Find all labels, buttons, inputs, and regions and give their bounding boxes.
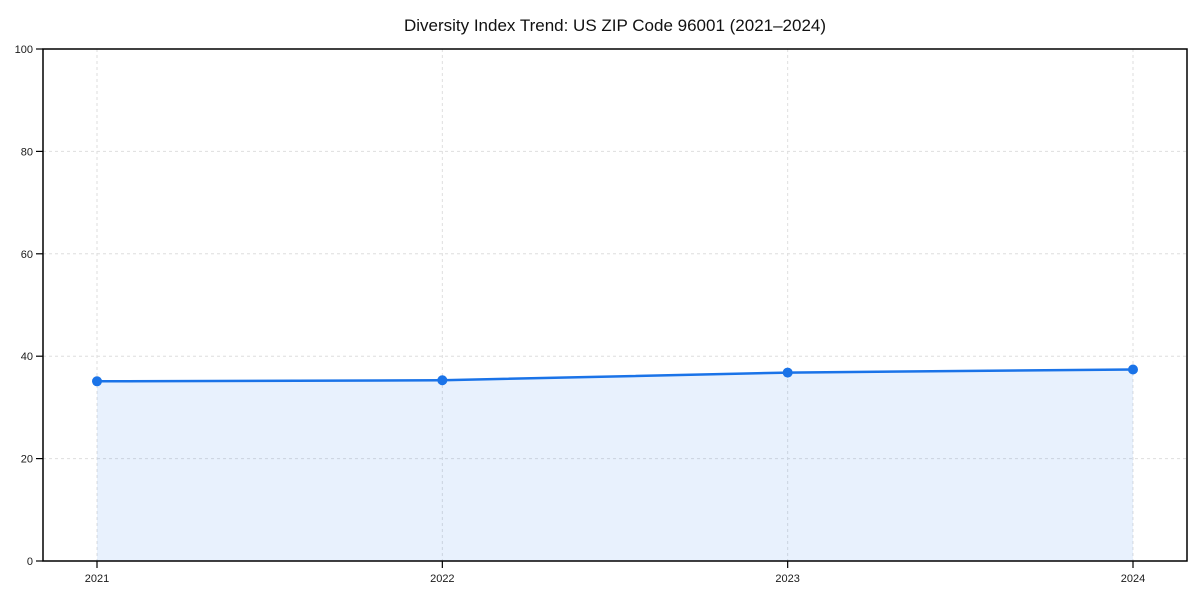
area-layer [97,369,1133,561]
label-layer: 0 20 40 60 80 100 2021 2022 2023 2024 [15,44,1146,585]
series-line [95,368,1135,383]
x-tick-label: 2024 [1121,573,1145,585]
marker-layer [92,364,1138,387]
line-layer [95,368,1135,383]
y-tick-label: 60 [21,249,33,261]
chart-title: Diversity Index Trend: US ZIP Code 96001… [404,16,826,35]
data-point-2024 [1128,364,1138,375]
data-point-2022 [437,375,448,386]
data-point-2021 [92,376,102,387]
y-tick-label: 40 [21,351,33,363]
data-point-2023 [782,367,793,378]
y-tick-label: 20 [21,454,33,466]
series-area-fill [97,369,1133,561]
x-tick-label: 2021 [85,573,109,585]
plot-spines [42,48,1188,562]
y-tick-label: 0 [27,556,33,568]
x-tick-label: 2022 [430,573,454,585]
x-tick-label: 2023 [775,573,799,585]
y-tick-label: 100 [15,44,33,56]
y-tick-label: 80 [21,146,33,158]
axes-layer [36,48,1188,568]
